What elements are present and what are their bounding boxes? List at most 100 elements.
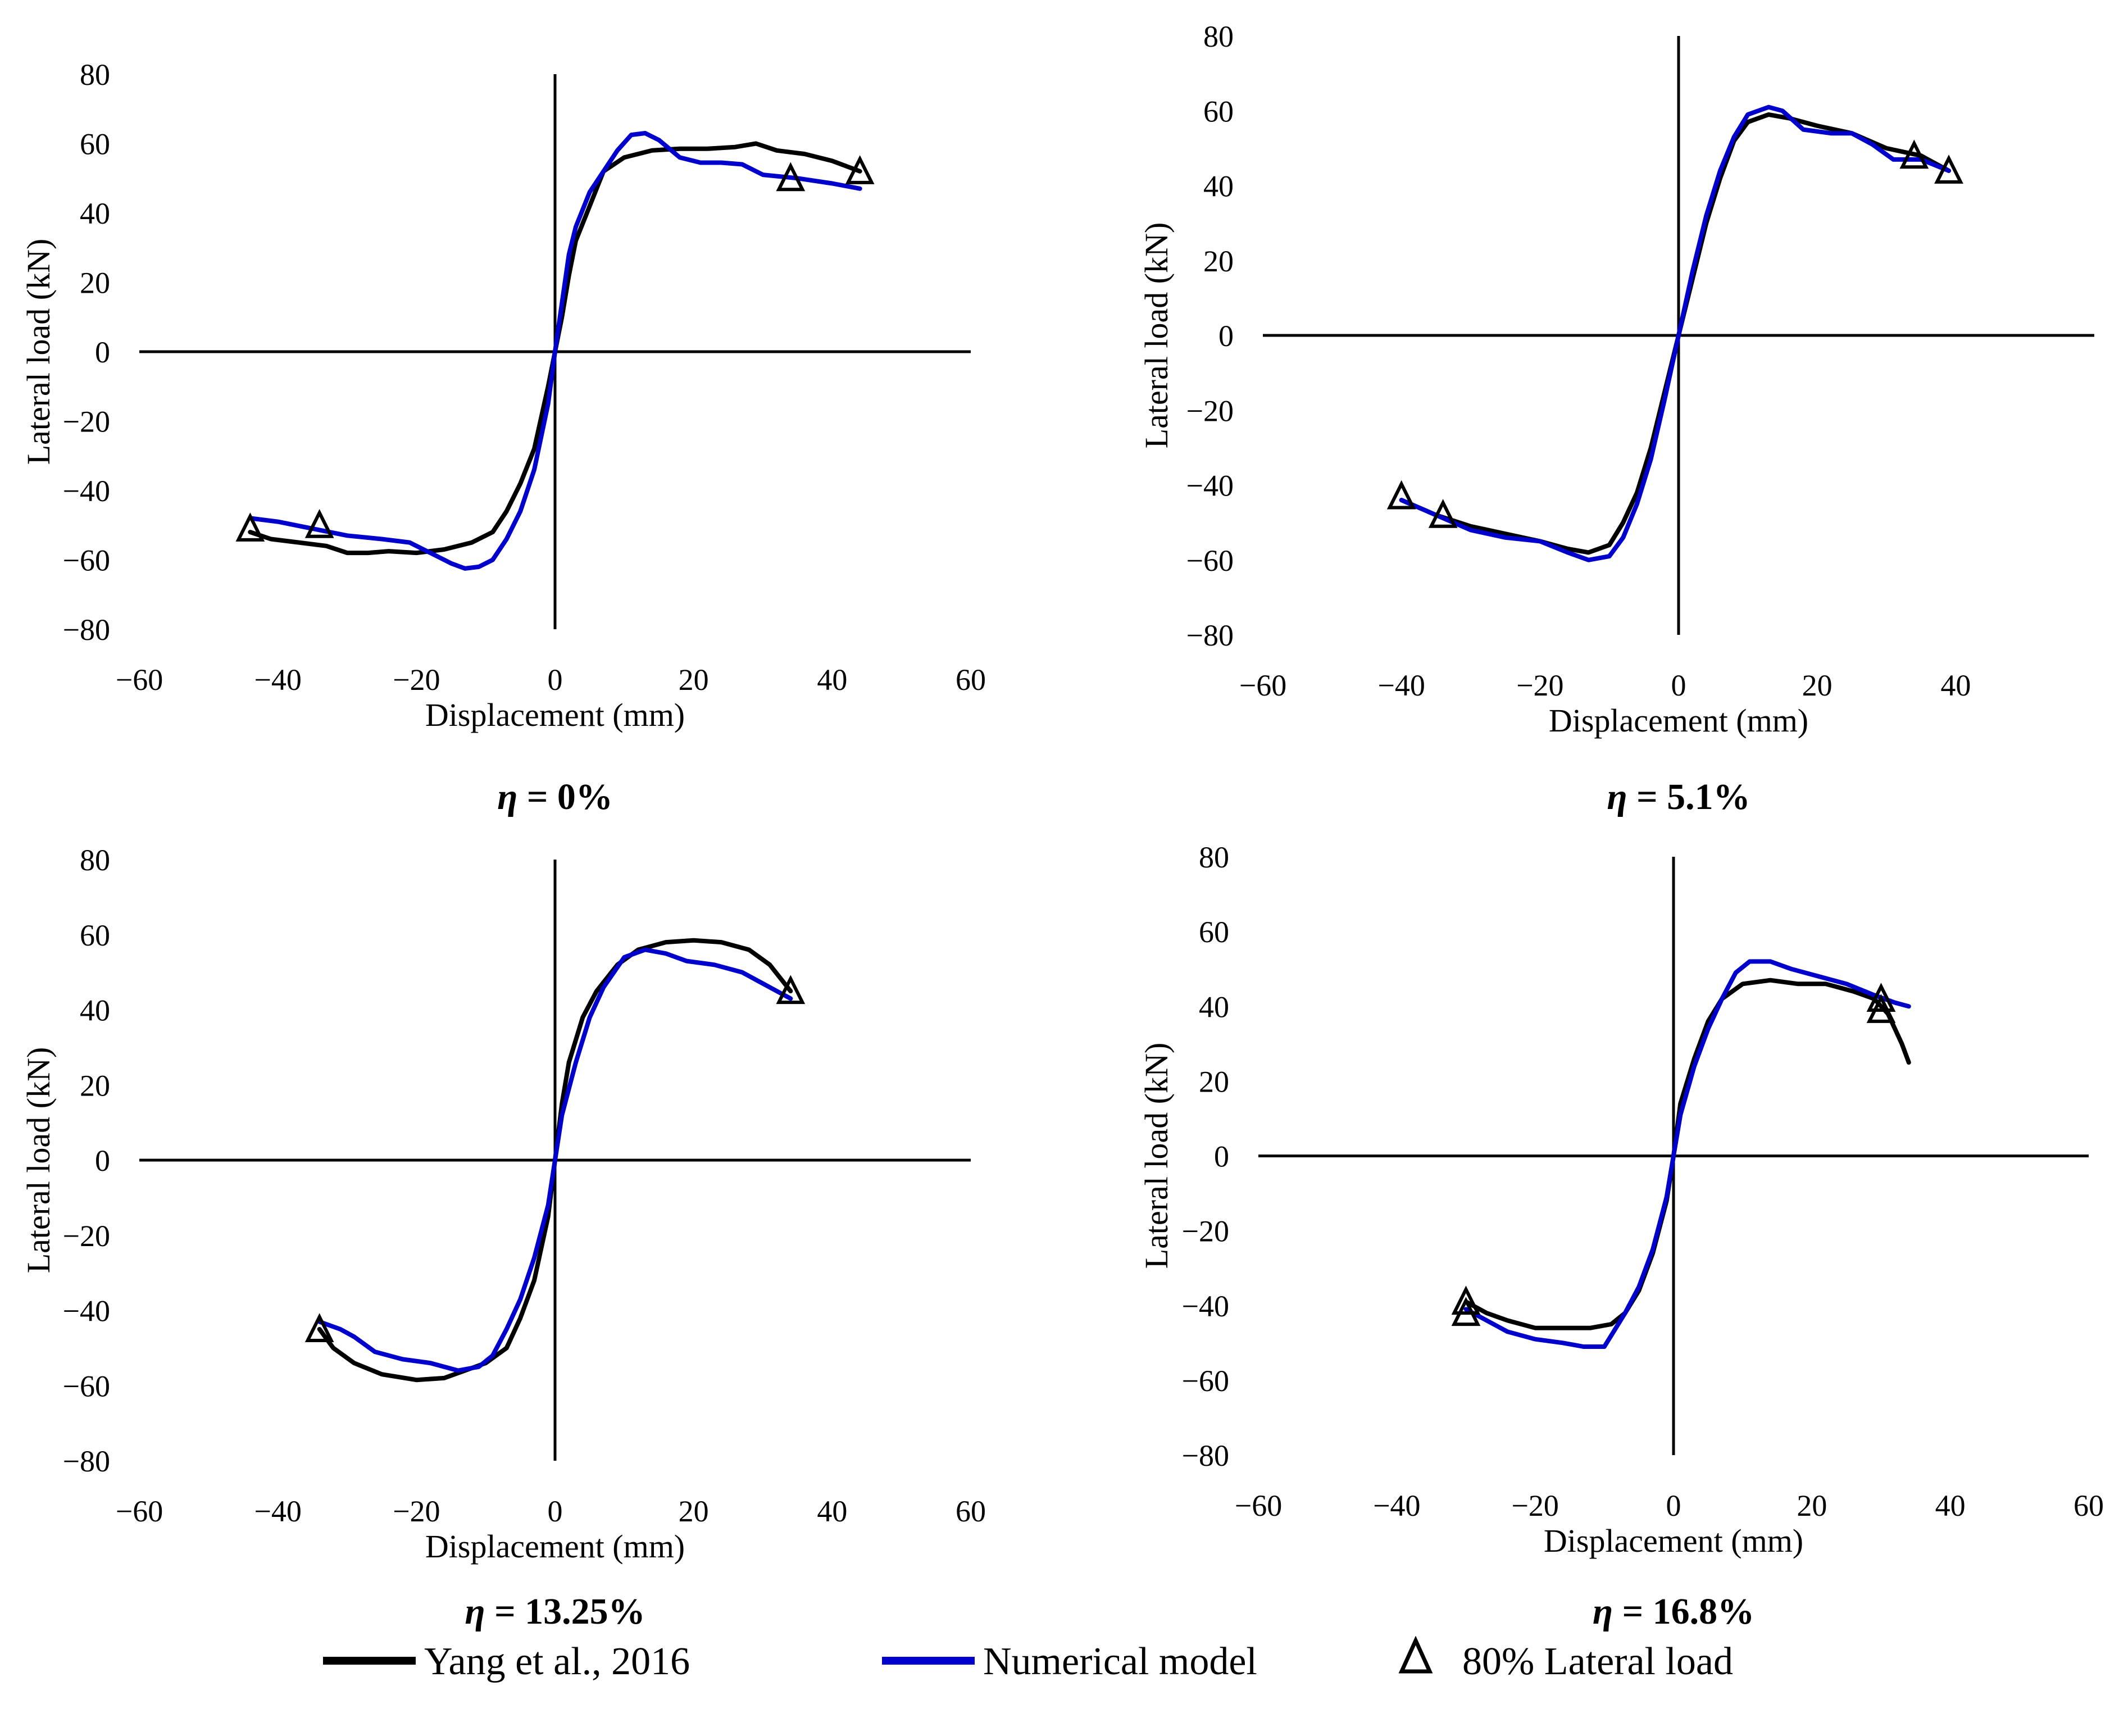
x-tick-label: 20 [1797,1489,1827,1523]
legend-numerical-label: Numerical model [983,1640,1257,1683]
x-tick-label: −40 [254,663,301,697]
marker-80pct [1934,154,1963,184]
y-tick-label: 0 [1214,1140,1229,1174]
y-tick-label: 60 [1199,915,1229,949]
x-tick-label: 40 [1935,1489,1966,1523]
y-tick-label: 0 [95,1144,110,1178]
y-tick-label: 20 [80,266,110,300]
panel-title-value: = 5.1% [1627,776,1750,817]
x-axis-label: Displacement (mm) [425,697,685,733]
panel-title-symbol: η [465,1591,485,1632]
x-tick-label: 0 [548,1494,563,1528]
panel-title-symbol: η [1607,776,1627,817]
marker-80pct [235,512,265,542]
y-tick-label: −80 [63,613,110,647]
x-tick-label: 60 [2074,1489,2104,1523]
y-tick-label: 80 [80,843,110,877]
x-tick-label: 20 [1802,669,1833,702]
x-tick-label: −60 [116,663,163,697]
y-tick-label: −80 [63,1444,110,1478]
y-axis-label: Lateral load (kN) [1138,222,1175,449]
x-tick-label: −20 [393,663,440,697]
series-line-numerical [1463,959,1911,1349]
panel-title-value: = 0% [517,776,613,817]
x-tick-label: −60 [116,1494,163,1528]
x-tick-label: −40 [1377,669,1425,702]
y-tick-label: −20 [1186,394,1234,428]
y-axis-label: Lateral load (kN) [1138,1043,1175,1269]
x-tick-label: −40 [1373,1489,1420,1523]
x-tick-label: 0 [548,663,563,697]
marker-80pct [1866,994,1896,1023]
x-axis-label: Displacement (mm) [1549,702,1808,739]
panel-title: η = 5.1% [1607,776,1750,817]
y-tick-label: −60 [63,544,110,578]
y-tick-label: 80 [80,58,110,92]
legend-item-marker: 80% Lateral load [1398,1635,1733,1683]
y-axis-label: Lateral load (kN) [20,1047,57,1274]
y-tick-label: −60 [1186,544,1234,578]
y-tick-label: 0 [1218,319,1234,353]
x-tick-label: −60 [1235,1489,1282,1523]
y-tick-label: 20 [80,1069,110,1102]
x-tick-label: 0 [1671,669,1686,702]
series-line-numerical [248,131,862,571]
legend-marker-label: 80% Lateral load [1462,1640,1733,1683]
legend-item-experimental: Yang et al., 2016 [323,1640,690,1683]
y-tick-label: 40 [80,994,110,1028]
y-tick-label: −40 [63,474,110,508]
marker-80pct [1866,983,1896,1012]
y-tick-label: −40 [63,1294,110,1328]
y-tick-label: 80 [1199,840,1229,874]
y-tick-label: 60 [1203,94,1234,128]
y-tick-label: −20 [63,405,110,439]
marker-80pct [1428,499,1458,528]
y-tick-label: 0 [95,335,110,369]
marker-80pct [776,162,806,192]
marker-80pct [1451,1297,1481,1326]
y-tick-label: 60 [80,128,110,161]
x-tick-label: 0 [1666,1489,1681,1523]
marker-80pct [304,509,334,538]
y-tick-label: 40 [1203,170,1234,203]
y-tick-label: 20 [1203,244,1234,278]
x-tick-label: −20 [393,1494,440,1528]
panel-title: η = 13.25% [465,1591,645,1632]
x-axis-label: Displacement (mm) [425,1528,685,1565]
y-tick-label: 60 [80,919,110,952]
x-tick-label: 40 [1940,669,1971,702]
marker-80pct [1899,139,1929,169]
legend-experimental-label: Yang et al., 2016 [424,1640,690,1683]
legend: Yang et al., 2016 Numerical model 80% La… [323,1635,1733,1683]
x-axis-label: Displacement (mm) [1544,1523,1803,1559]
x-tick-label: 60 [956,663,986,697]
panel-title-value: = 13.25% [485,1591,645,1632]
y-tick-label: −40 [1182,1289,1229,1323]
y-axis-label: Lateral load (kN) [20,239,57,465]
series-line-numerical [1399,104,1951,562]
y-tick-label: −20 [63,1219,110,1253]
y-tick-label: 80 [1203,20,1234,53]
y-tick-label: 40 [1199,990,1229,1024]
panel-title-symbol: η [497,776,517,817]
y-tick-label: −60 [63,1369,110,1403]
x-tick-label: 40 [817,663,847,697]
y-tick-label: −20 [1182,1215,1229,1248]
x-tick-label: 60 [956,1494,986,1528]
marker-80pct [1451,1285,1481,1315]
y-tick-label: −80 [1186,619,1234,652]
y-tick-label: −80 [1182,1439,1229,1473]
marker-80pct [845,155,875,184]
x-tick-label: −20 [1516,669,1563,702]
x-tick-label: −60 [1239,669,1286,702]
series-line-numerical [317,947,793,1373]
x-tick-label: −20 [1511,1489,1558,1523]
y-tick-label: 20 [1199,1065,1229,1098]
y-tick-label: −60 [1182,1364,1229,1398]
x-tick-label: −40 [254,1494,301,1528]
x-tick-label: 20 [679,663,709,697]
panel-title-symbol: η [1593,1591,1613,1632]
